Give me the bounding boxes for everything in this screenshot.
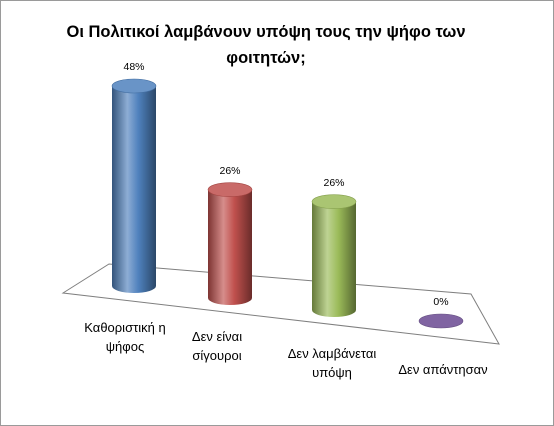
bar-den-einai-sigouroi [207, 182, 253, 305]
bars-layer [111, 78, 464, 329]
bar-kathoristiki [111, 78, 157, 293]
category-label: Δεν απάντησαν [398, 362, 488, 377]
category-label: Δεν λαμβάνεται υπόψη [287, 346, 377, 380]
category-label: Καθοριστική η ψήφος [84, 320, 166, 354]
bar-den-lamvanetai-body [312, 201, 356, 317]
floor-plane [61, 263, 500, 345]
category-label: Δεν είναι σίγουροι [191, 329, 243, 363]
data-label: 26% [219, 164, 241, 177]
bar-den-einai-sigouroi-top [207, 182, 253, 197]
bar-den-einai-sigouroi-body [208, 189, 252, 305]
data-label: 48% [123, 61, 145, 73]
chart-title: Οι Πολιτικοί λαμβάνουν υπόψη τους την ψή… [66, 23, 466, 67]
bar-den-lamvanetai-top [311, 194, 357, 209]
bar-den-apantisan [418, 313, 464, 329]
bar-kathoristiki-body [112, 86, 156, 293]
bar-den-lamvanetai [311, 194, 357, 317]
data-label: 0% [433, 296, 449, 308]
bar-kathoristiki-top [111, 78, 157, 94]
data-label: 26% [323, 176, 345, 189]
bar-den-apantisan-disk [418, 313, 464, 329]
